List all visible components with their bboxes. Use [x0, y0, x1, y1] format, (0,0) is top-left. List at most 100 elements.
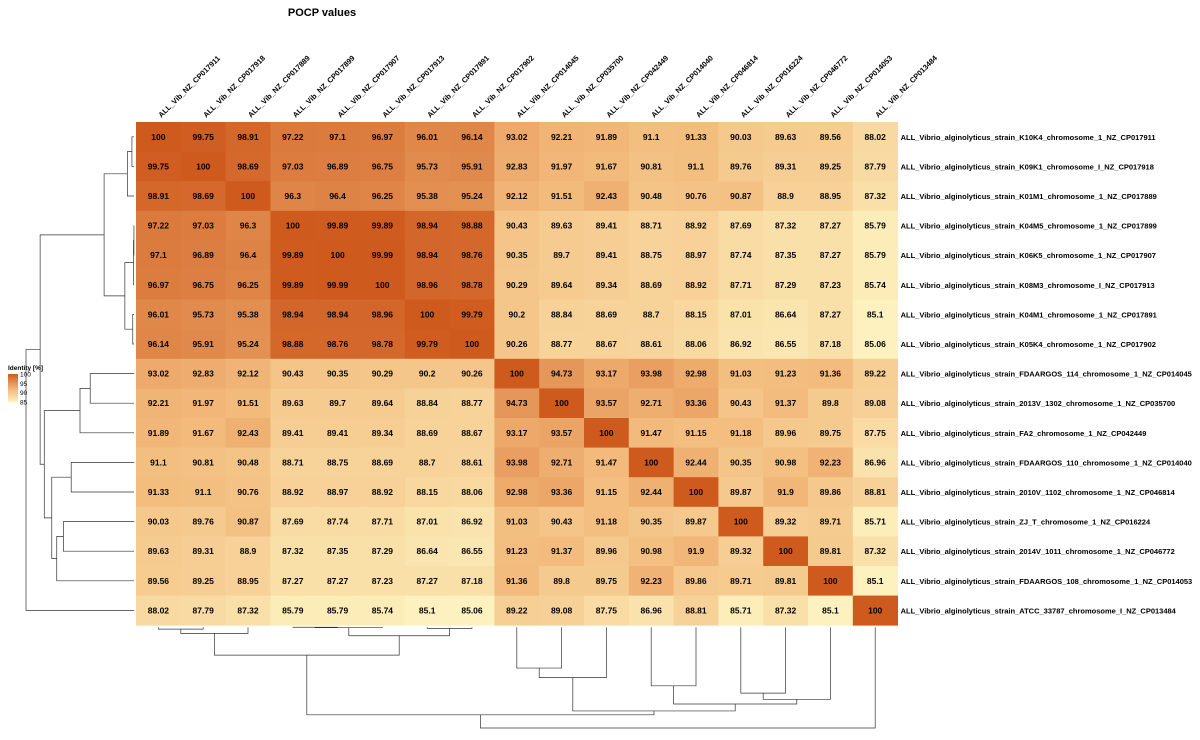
heatmap-cell — [449, 388, 495, 419]
cell-value-label: 88.15 — [685, 309, 707, 319]
legend-gradient-step — [8, 375, 18, 377]
cell-value-label: 86.55 — [461, 546, 483, 556]
heatmap-cell — [673, 210, 719, 241]
cell-value-label: 88.67 — [461, 428, 483, 438]
cell-value-label: 96.4 — [240, 250, 257, 260]
heatmap-cell — [404, 299, 450, 330]
cell-value-label: 85.1 — [822, 605, 839, 615]
legend-gradient-step — [8, 398, 18, 400]
heatmap-cell — [763, 181, 809, 212]
cell-value-label: 88.77 — [551, 339, 573, 349]
cell-value-label: 89.25 — [193, 576, 215, 586]
cell-value-label: 93.98 — [641, 369, 663, 379]
cell-value-label: 92.21 — [148, 398, 170, 408]
cell-value-label: 100 — [510, 369, 524, 379]
heatmap-cell — [404, 151, 450, 182]
heatmap-cell — [584, 181, 630, 212]
cell-value-label: 91.15 — [685, 428, 707, 438]
cell-value-label: 90.03 — [148, 517, 170, 527]
cell-value-label: 88.06 — [461, 487, 483, 497]
cell-value-label: 89.41 — [596, 250, 618, 260]
cell-value-label: 87.69 — [282, 517, 304, 527]
cell-value-label: 93.36 — [551, 487, 573, 497]
cell-value-label: 89.56 — [148, 576, 170, 586]
cell-value-label: 98.94 — [417, 250, 439, 260]
cell-value-label: 87.69 — [730, 221, 752, 231]
heatmap-cell — [315, 270, 361, 300]
cell-value-label: 100 — [868, 605, 882, 615]
heatmap-cell — [315, 388, 361, 419]
heatmap-cell — [315, 477, 361, 508]
cell-value-label: 97.1 — [150, 250, 167, 260]
heatmap-cell — [270, 329, 316, 360]
cell-value-label: 91.36 — [820, 369, 842, 379]
cell-value-label: 90.48 — [641, 191, 663, 201]
heatmap-cell — [449, 151, 495, 182]
cell-value-label: 89.76 — [730, 161, 752, 171]
cell-value-label: 88.92 — [685, 280, 707, 290]
cell-value-label: 89.32 — [775, 517, 797, 527]
heatmap-cell — [449, 240, 495, 271]
heatmap-cell — [584, 210, 630, 241]
heatmap-cell — [628, 329, 674, 360]
cell-value-label: 96.97 — [372, 132, 394, 142]
cell-value-label: 91.47 — [596, 457, 618, 467]
row-dendrogram — [25, 136, 135, 611]
heatmap-cell — [225, 181, 271, 212]
cell-value-label: 92.43 — [596, 191, 618, 201]
heatmap-cell — [628, 536, 674, 567]
cell-value-label: 85.74 — [372, 605, 394, 615]
heatmap-cell — [136, 447, 182, 478]
cell-value-label: 93.36 — [685, 398, 707, 408]
column-dendrogram-branch — [480, 627, 876, 729]
cell-value-label: 85.74 — [865, 280, 887, 290]
cell-value-label: 100 — [196, 161, 210, 171]
heatmap-cell — [404, 536, 450, 567]
cell-value-label: 88.92 — [685, 221, 707, 231]
cell-value-label: 90.26 — [461, 369, 483, 379]
heatmap-cell — [718, 151, 764, 182]
cell-value-label: 87.27 — [820, 221, 842, 231]
heatmap-cell — [180, 122, 226, 152]
legend-tick-label: 85 — [20, 400, 28, 407]
cell-value-label: 87.01 — [730, 309, 752, 319]
heatmap-cell — [270, 240, 316, 271]
heatmap-cell — [539, 210, 585, 241]
cell-value-label: 85.1 — [867, 576, 884, 586]
heatmap-cell — [584, 506, 630, 537]
cell-value-label: 89.86 — [820, 487, 842, 497]
cell-value-label: 89.96 — [596, 546, 618, 556]
heatmap-cell — [584, 388, 630, 419]
cell-value-label: 87.27 — [417, 576, 439, 586]
cell-value-label: 89.87 — [730, 487, 752, 497]
heatmap-cell — [673, 447, 719, 478]
cell-value-label: 88.92 — [282, 487, 304, 497]
cell-value-label: 90.87 — [237, 517, 259, 527]
column-dendrogram-branch — [762, 627, 831, 700]
cell-value-label: 100 — [241, 191, 255, 201]
heatmap-cell — [852, 418, 898, 448]
cell-value-label: 88.75 — [641, 250, 663, 260]
heatmap-cell — [225, 240, 271, 271]
legend-gradient-step — [8, 379, 18, 381]
heatmap-cell — [494, 418, 540, 448]
cell-value-label: 87.32 — [775, 221, 797, 231]
cell-value-label: 88.9 — [777, 191, 794, 201]
heatmap-cell — [763, 240, 809, 271]
cell-value-label: 89.08 — [865, 398, 887, 408]
heatmap-cell — [584, 566, 630, 596]
cell-value-label: 91.9 — [777, 487, 794, 497]
heatmap-cell — [315, 536, 361, 567]
cell-value-label: 88.75 — [327, 457, 349, 467]
cell-value-label: 96.75 — [372, 161, 394, 171]
legend-gradient-step — [8, 388, 18, 390]
heatmap-cell — [494, 358, 540, 389]
cell-value-label: 96.89 — [327, 161, 349, 171]
heatmap-cell — [673, 181, 719, 212]
heatmap-cell — [136, 418, 182, 448]
legend-tick-label: 90 — [20, 390, 28, 397]
heatmap-cell — [180, 506, 226, 537]
heatmap-cell — [808, 388, 854, 419]
row-label: ALL_Vibrio_alginolyticus_strain_K05K4_ch… — [901, 340, 1156, 349]
heatmap-cell — [673, 329, 719, 360]
